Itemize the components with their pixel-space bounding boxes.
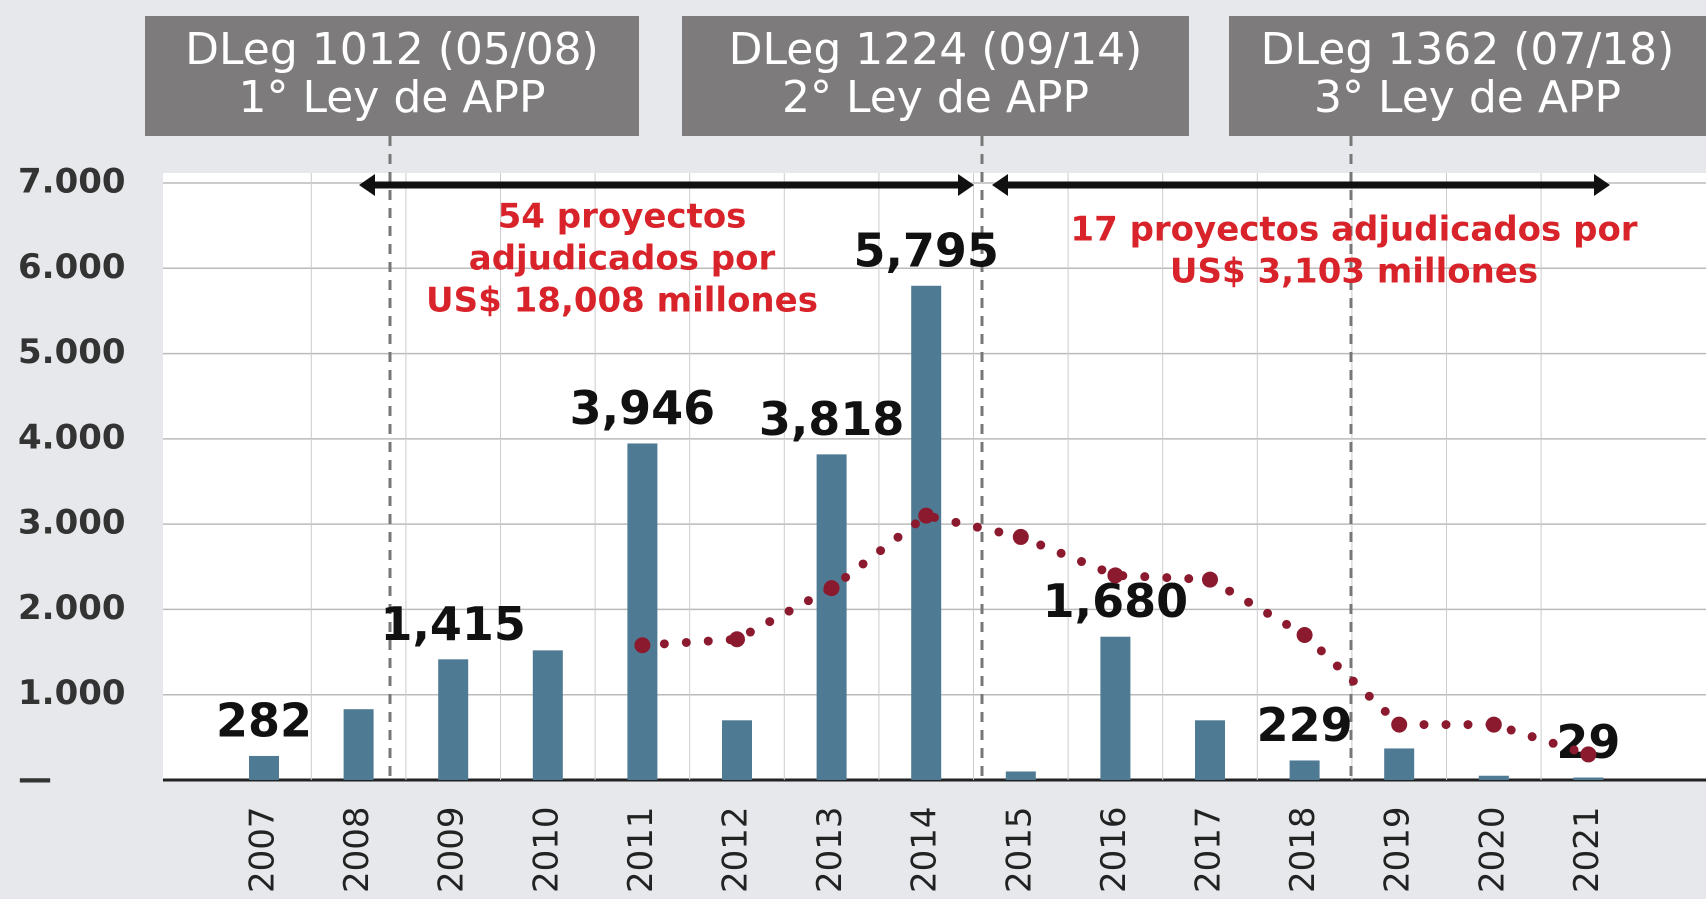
annotation: 17 proyectos adjudicados por	[1070, 210, 1637, 250]
x-tick-label: 2016	[1094, 806, 1134, 893]
trend-point	[1580, 746, 1597, 763]
trend-point	[1107, 567, 1124, 584]
bar	[249, 755, 279, 780]
trend-point	[918, 507, 935, 524]
y-tick-label: 3.000	[18, 503, 126, 543]
x-tick-label: 2019	[1378, 806, 1418, 893]
header-text: 1° Ley de APP	[239, 72, 546, 123]
header-text: DLeg 1012 (05/08)	[185, 24, 599, 75]
header-box	[682, 16, 1189, 136]
bar	[1195, 720, 1225, 780]
bar	[627, 443, 658, 780]
bar	[438, 659, 469, 780]
y-tick-label: 5.000	[18, 332, 126, 372]
value-label: 3,818	[759, 392, 905, 446]
trend-point	[729, 631, 745, 648]
y-tick-label: 4.000	[18, 417, 126, 457]
header-text: 2° Ley de APP	[782, 72, 1089, 123]
x-tick-label: 2020	[1472, 806, 1512, 893]
bar	[816, 454, 847, 780]
annotation: adjudicados por	[469, 239, 776, 279]
y-tick-label: 1.000	[18, 673, 126, 713]
annotation: 54 proyectos	[498, 197, 747, 237]
trend-point	[1485, 716, 1502, 733]
y-tick-label: 6.000	[18, 247, 126, 287]
bar	[1289, 760, 1320, 780]
bar	[1573, 777, 1604, 780]
x-tick-label: 2013	[810, 806, 850, 893]
x-tick-label: 2012	[716, 806, 756, 893]
trend-point	[1296, 627, 1313, 644]
bar	[1005, 771, 1036, 780]
y-tick-label: 7.000	[18, 162, 126, 202]
y-tick-label: —	[18, 759, 52, 799]
annotation: US$ 18,008 millones	[426, 281, 818, 321]
header-text: DLeg 1362 (07/18)	[1261, 24, 1675, 75]
trend-point	[634, 637, 651, 654]
bar	[1384, 748, 1415, 780]
value-label: 282	[216, 693, 312, 747]
trend-point	[1012, 528, 1029, 545]
header-text: DLeg 1224 (09/14)	[729, 24, 1143, 75]
trend-point	[823, 580, 840, 597]
x-tick-label: 2008	[337, 806, 377, 893]
x-tick-label: 2018	[1283, 806, 1323, 893]
y-tick-label: 2.000	[18, 588, 126, 628]
bar	[1478, 775, 1509, 780]
header-text: 3° Ley de APP	[1314, 72, 1621, 123]
bar	[532, 650, 563, 780]
value-label: 5,795	[853, 223, 999, 277]
value-label: 3,946	[570, 381, 716, 435]
value-label: 1,415	[380, 597, 526, 651]
x-tick-label: 2011	[621, 806, 661, 893]
bar	[722, 720, 752, 780]
bar	[911, 285, 942, 780]
x-tick-label: 2007	[243, 806, 283, 893]
bar	[1100, 636, 1131, 780]
x-tick-label: 2021	[1567, 806, 1607, 893]
annotation: US$ 3,103 millones	[1170, 252, 1538, 292]
x-tick-label: 2009	[432, 806, 472, 893]
header-box	[1229, 16, 1706, 136]
header-box	[145, 16, 639, 136]
x-tick-label: 2014	[905, 806, 945, 893]
value-label: 229	[1257, 698, 1353, 752]
bar	[343, 709, 374, 780]
trend-point	[1202, 571, 1218, 588]
x-tick-label: 2015	[999, 806, 1039, 893]
x-tick-label: 2010	[526, 806, 566, 893]
trend-point	[1391, 716, 1408, 733]
x-tick-label: 2017	[1189, 806, 1229, 893]
